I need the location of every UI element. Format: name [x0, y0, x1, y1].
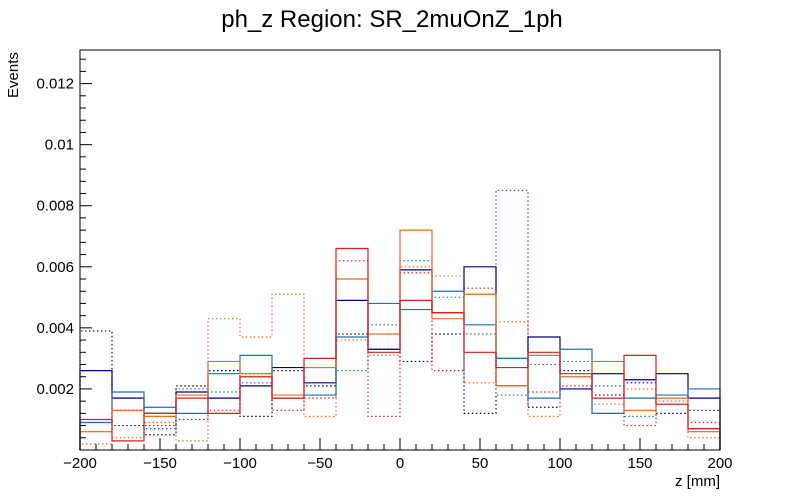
- x-tick-label: 150: [627, 455, 652, 472]
- y-tick-label: 0.012: [36, 76, 74, 93]
- x-tick-label: 200: [707, 455, 732, 472]
- x-tick-label: −100: [223, 455, 257, 472]
- x-tick-label: −150: [143, 455, 177, 472]
- x-tick-label: −50: [307, 455, 332, 472]
- x-tick-label: 100: [547, 455, 572, 472]
- y-axis-label: Events: [5, 52, 22, 98]
- series-layer: [79, 189, 721, 450]
- x-tick-label: 50: [472, 455, 489, 472]
- chart-title: ph_z Region: SR_2muOnZ_1ph: [221, 6, 563, 33]
- x-axis-label: z [mm]: [675, 473, 720, 490]
- axes-layer: −200 −150 −100 −50 0 50 100 150 200 0.002 0.004 0.0…: [36, 49, 733, 472]
- y-tick-label: 0.006: [36, 259, 74, 276]
- y-tick-label: 0.01: [45, 137, 74, 154]
- y-tick-label: 0.004: [36, 320, 74, 337]
- series-red: [79, 247, 721, 450]
- x-tick-label: −200: [63, 455, 97, 472]
- y-tick-label: 0.008: [36, 198, 74, 215]
- x-tick-label: 0: [396, 455, 404, 472]
- y-tick-label: 0.002: [36, 381, 74, 398]
